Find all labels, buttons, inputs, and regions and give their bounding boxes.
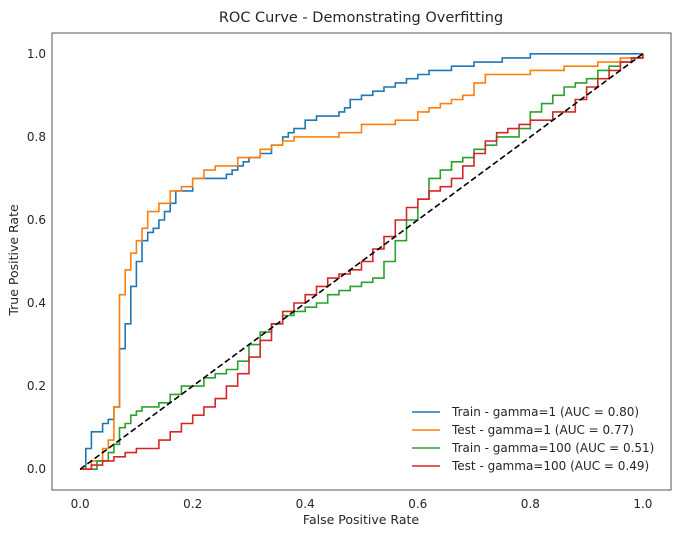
y-tick-label: 1.0 [27, 47, 46, 61]
series-layer [79, 53, 644, 470]
x-axis: 0.0 0.2 0.4 0.6 0.8 1.0 [71, 497, 653, 511]
x-tick-label: 0.8 [521, 497, 540, 511]
legend-label: Test - gamma=1 (AUC = 0.77) [451, 423, 634, 437]
series-line-4 [80, 53, 644, 470]
x-axis-title: False Positive Rate [303, 512, 419, 527]
y-axis-title: True Positive Rate [6, 204, 21, 317]
chart-title: ROC Curve - Demonstrating Overfitting [219, 10, 503, 26]
y-tick-label: 0.8 [27, 130, 46, 144]
legend-label: Test - gamma=100 (AUC = 0.49) [451, 459, 649, 473]
y-tick-label: 0.6 [27, 213, 46, 227]
series-line-2 [80, 53, 644, 470]
y-tick-label: 0.2 [27, 379, 46, 393]
series-line-3 [80, 53, 644, 470]
y-axis: 0.0 0.2 0.4 0.6 0.8 1.0 [27, 47, 46, 476]
legend-label: Train - gamma=100 (AUC = 0.51) [451, 441, 654, 455]
y-tick-label: 0.0 [27, 462, 46, 476]
legend: Train - gamma=1 (AUC = 0.80) Test - gamma… [412, 405, 654, 473]
x-tick-label: 0.4 [296, 497, 315, 511]
x-tick-label: 0.6 [408, 497, 427, 511]
x-tick-label: 0.2 [183, 497, 202, 511]
x-tick-label: 1.0 [633, 497, 652, 511]
legend-label: Train - gamma=1 (AUC = 0.80) [451, 405, 639, 419]
y-tick-label: 0.4 [27, 296, 46, 310]
x-tick-label: 0.0 [71, 497, 90, 511]
